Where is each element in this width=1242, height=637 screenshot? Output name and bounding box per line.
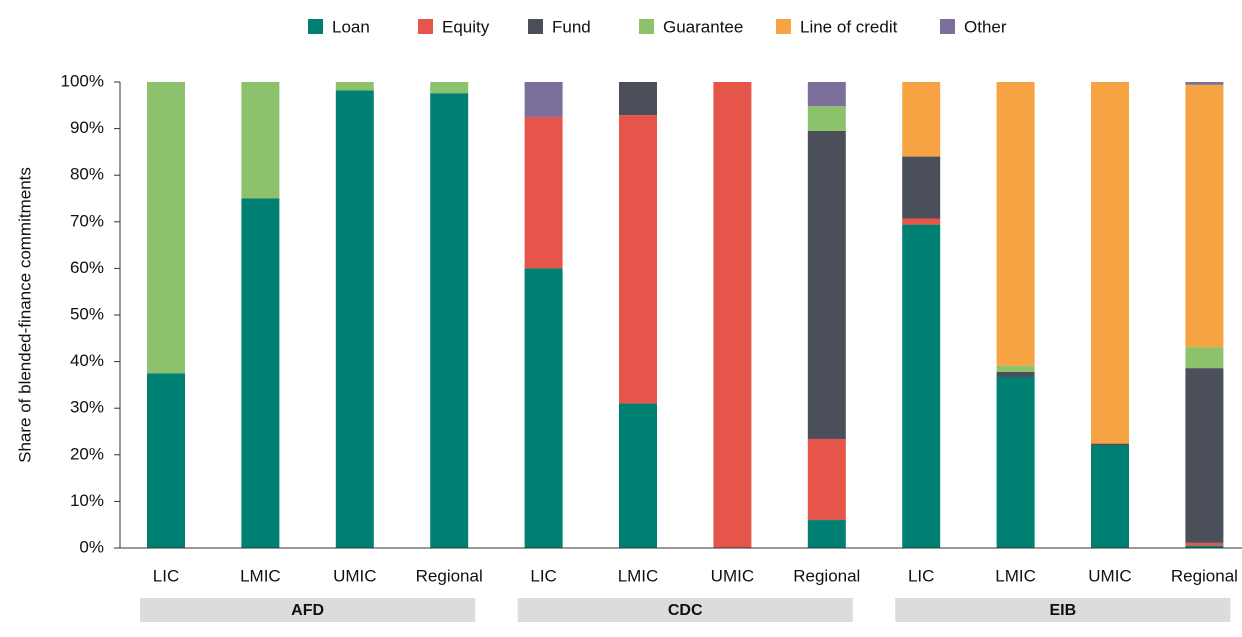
bar-segment: [1091, 445, 1129, 548]
y-tick-label: 0%: [79, 537, 104, 556]
bar-segment: [335, 90, 374, 548]
legend-label: Loan: [332, 17, 370, 36]
bar-segment: [619, 115, 657, 404]
y-tick-label: 10%: [70, 491, 104, 510]
bar-segment: [619, 82, 657, 116]
x-tick-label: LMIC: [240, 566, 281, 585]
bar-segment: [430, 82, 469, 94]
bar-segment: [996, 371, 1035, 377]
bar-segment: [902, 224, 941, 548]
legend-label: Other: [964, 17, 1007, 36]
legend-label: Equity: [442, 17, 490, 36]
bar-segment: [807, 106, 846, 131]
bar-segment: [1091, 82, 1129, 444]
group-label: AFD: [291, 602, 324, 619]
bar-segment: [996, 365, 1035, 372]
legend-swatch: [776, 19, 791, 34]
group-box: [517, 598, 853, 622]
bar-segment: [241, 198, 280, 548]
bar-segment: [1185, 368, 1224, 543]
bar-segment: [1185, 542, 1224, 546]
bar-segment: [524, 116, 563, 269]
legend-label: Guarantee: [663, 17, 743, 36]
x-tick-label: UMIC: [1088, 566, 1131, 585]
group-label: EIB: [1049, 602, 1076, 619]
bar-segment: [524, 268, 563, 548]
bar-segment: [807, 520, 846, 548]
bar-segment: [807, 130, 846, 439]
bar-segment: [996, 82, 1035, 366]
bar-segment: [1185, 84, 1224, 348]
y-tick-label: 100%: [61, 71, 104, 90]
y-axis-label: Share of blended-finance commitments: [15, 167, 34, 463]
x-tick-label: LMIC: [618, 566, 659, 585]
legend-swatch: [308, 19, 323, 34]
bar-segment: [902, 156, 941, 219]
bar-segment: [147, 373, 185, 548]
x-tick-label: Regional: [1171, 566, 1238, 585]
x-tick-label: LIC: [153, 566, 179, 585]
legend-swatch: [528, 19, 543, 34]
bar-segment: [241, 82, 280, 199]
bar-segment: [996, 376, 1035, 548]
bar-segment: [713, 82, 752, 548]
bar-segment: [1185, 82, 1224, 85]
y-tick-label: 70%: [70, 211, 104, 230]
x-tick-label: LMIC: [995, 566, 1036, 585]
x-tick-label: Regional: [416, 566, 483, 585]
x-tick-label: UMIC: [333, 566, 376, 585]
legend-swatch: [940, 19, 955, 34]
bar-segment: [524, 82, 563, 117]
y-tick-label: 30%: [70, 398, 104, 417]
x-tick-label: LIC: [530, 566, 556, 585]
bar-segment: [807, 82, 846, 107]
x-tick-label: Regional: [793, 566, 860, 585]
bar-segment: [335, 82, 374, 91]
group-box: [140, 598, 476, 622]
legend-swatch: [639, 19, 654, 34]
y-tick-label: 40%: [70, 351, 104, 370]
y-tick-label: 60%: [70, 258, 104, 277]
x-tick-label: LIC: [908, 566, 934, 585]
x-tick-label: UMIC: [711, 566, 754, 585]
y-tick-label: 90%: [70, 118, 104, 137]
group-label: CDC: [668, 602, 703, 619]
bar-segment: [430, 93, 469, 549]
bar-segment: [807, 438, 846, 521]
bar-segment: [902, 218, 941, 225]
bar-segment: [619, 403, 657, 548]
bar-segment: [1185, 545, 1224, 548]
y-tick-label: 20%: [70, 444, 104, 463]
legend-label: Line of credit: [800, 17, 898, 36]
legend-label: Fund: [552, 17, 591, 36]
bar-segment: [1091, 443, 1129, 446]
bar-segment: [1185, 347, 1224, 369]
legend-swatch: [418, 19, 433, 34]
group-box: [895, 598, 1231, 622]
y-tick-label: 80%: [70, 165, 104, 184]
y-tick-label: 50%: [70, 304, 104, 323]
bar-segment: [147, 82, 185, 374]
bar-segment: [902, 82, 941, 157]
